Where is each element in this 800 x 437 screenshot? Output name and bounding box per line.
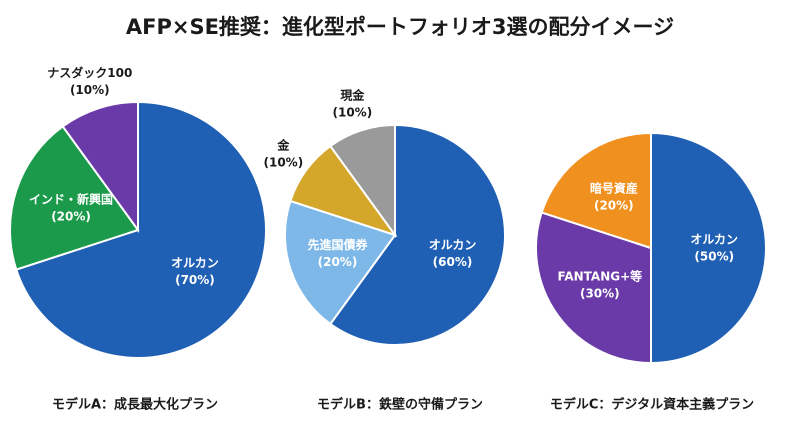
slice-label: ナスダック100 xyxy=(47,65,132,80)
pie-slice xyxy=(540,131,652,250)
slice-value: (60%) xyxy=(433,255,473,269)
slice-value: (30%) xyxy=(580,287,620,301)
page-title: AFP×SE推奨：進化型ポートフォリオ3選の配分イメージ xyxy=(126,15,674,39)
slice-label: FANTANG+等 xyxy=(558,269,643,284)
slice-value: (20%) xyxy=(318,255,358,269)
slice-value: (70%) xyxy=(175,273,215,287)
slice-label: オルカン xyxy=(690,233,738,247)
slice-label: オルカン xyxy=(171,256,219,270)
slice-value: (10%) xyxy=(333,105,373,119)
slice-value: (50%) xyxy=(694,250,734,264)
chart-title: モデルB：鉄壁の守備プラン xyxy=(317,397,483,413)
chart-title: モデルA：成長最大化プラン xyxy=(52,397,218,413)
pie-slice xyxy=(61,100,139,234)
slice-label: インド・新興国 xyxy=(29,192,113,207)
pie-slice xyxy=(650,131,767,365)
slice-value: (20%) xyxy=(594,198,634,212)
slice-value: (20%) xyxy=(51,210,91,224)
pie-slice xyxy=(328,123,506,346)
pie-slice xyxy=(284,199,397,326)
slice-label: 金 xyxy=(276,137,290,152)
slice-label: 暗号資産 xyxy=(590,180,638,195)
pie-slice xyxy=(535,211,652,365)
chart-title: モデルC：デジタル資本主義プラン xyxy=(550,397,754,413)
slice-label: 現金 xyxy=(340,87,365,102)
slice-label: オルカン xyxy=(429,238,477,252)
slice-value: (10%) xyxy=(264,155,304,169)
slice-label: 先進国債券 xyxy=(307,237,368,252)
slice-value: (10%) xyxy=(70,83,110,97)
pie-slice xyxy=(15,100,267,359)
pie-slice xyxy=(9,125,140,271)
pie-slice xyxy=(328,123,396,239)
